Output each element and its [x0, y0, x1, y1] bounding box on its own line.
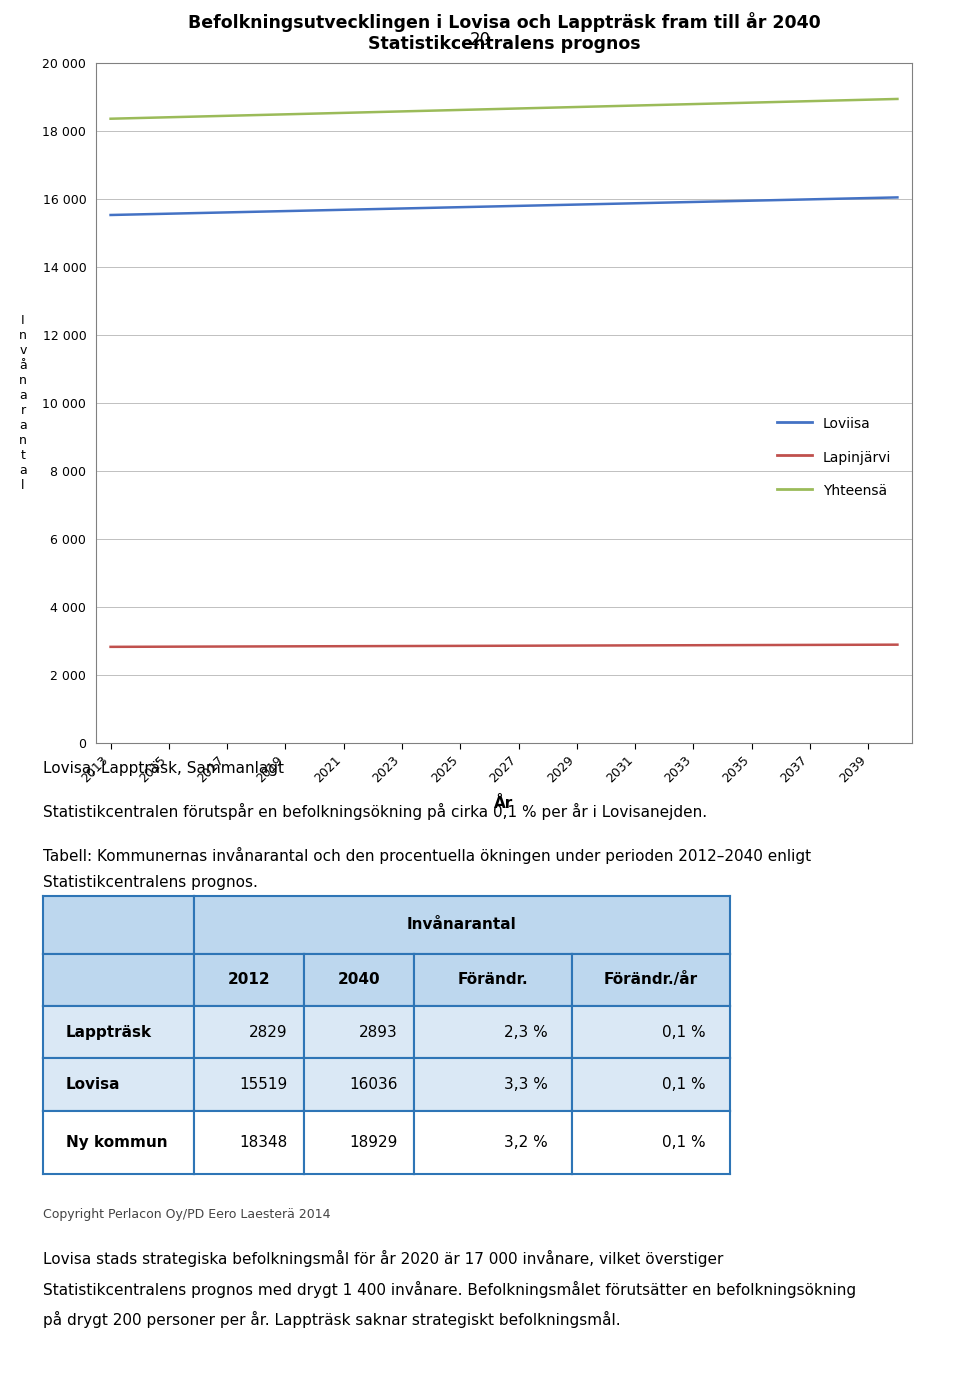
Text: 0,1 %: 0,1 % — [662, 1025, 706, 1040]
Text: Lovisa stads strategiska befolkningsmål för år 2020 är 17 000 invånare, vilket ö: Lovisa stads strategiska befolkningsmål … — [43, 1250, 724, 1267]
Text: Lappträsk: Lappträsk — [66, 1025, 152, 1040]
Text: 0,1 %: 0,1 % — [662, 1076, 706, 1092]
Text: Statistikcentralens prognos med drygt 1 400 invånare. Befolkningsmålet förutsätt: Statistikcentralens prognos med drygt 1 … — [43, 1281, 856, 1297]
Text: 20: 20 — [469, 31, 491, 49]
Text: 18348: 18348 — [239, 1135, 288, 1150]
Text: Invånarantal: Invånarantal — [407, 917, 516, 932]
Text: 18929: 18929 — [349, 1135, 397, 1150]
Text: Lovisa, Lappträsk, Sammanlagt: Lovisa, Lappträsk, Sammanlagt — [43, 761, 284, 776]
Text: 3,3 %: 3,3 % — [504, 1076, 548, 1092]
Title: Befolkningsutvecklingen i Lovisa och Lappträsk fram till år 2040
Statistikcentra: Befolkningsutvecklingen i Lovisa och Lap… — [187, 13, 821, 53]
Text: 2829: 2829 — [249, 1025, 288, 1040]
Text: Förändr./år: Förändr./år — [604, 972, 698, 988]
Text: 2893: 2893 — [359, 1025, 397, 1040]
Text: Statistikcentralens prognos.: Statistikcentralens prognos. — [43, 875, 258, 890]
Text: 15519: 15519 — [239, 1076, 288, 1092]
Text: Tabell: Kommunernas invånarantal och den procentuella ökningen under perioden 20: Tabell: Kommunernas invånarantal och den… — [43, 847, 811, 864]
Text: 0,1 %: 0,1 % — [662, 1135, 706, 1150]
Text: Lovisa: Lovisa — [66, 1076, 120, 1092]
Text: Förändr.: Förändr. — [458, 972, 528, 988]
Text: 16036: 16036 — [348, 1076, 397, 1092]
Text: 2012: 2012 — [228, 972, 271, 988]
Text: 3,2 %: 3,2 % — [504, 1135, 548, 1150]
Y-axis label: I
n
v
å
n
a
r
a
n
t
a
l: I n v å n a r a n t a l — [19, 314, 27, 492]
Text: på drygt 200 personer per år. Lappträsk saknar strategiskt befolkningsmål.: på drygt 200 personer per år. Lappträsk … — [43, 1311, 621, 1328]
X-axis label: År: År — [494, 796, 514, 811]
Text: Statistikcentralen förutspår en befolkningsökning på cirka 0,1 % per år i Lovisa: Statistikcentralen förutspår en befolkni… — [43, 803, 708, 820]
Text: Copyright Perlacon Oy/PD Eero Laesterä 2014: Copyright Perlacon Oy/PD Eero Laesterä 2… — [43, 1208, 330, 1221]
Legend: Loviisa, Lapinjärvi, Yhteensä: Loviisa, Lapinjärvi, Yhteensä — [772, 410, 897, 504]
Text: Ny kommun: Ny kommun — [66, 1135, 167, 1150]
Text: 2,3 %: 2,3 % — [504, 1025, 548, 1040]
Text: 2040: 2040 — [338, 972, 380, 988]
